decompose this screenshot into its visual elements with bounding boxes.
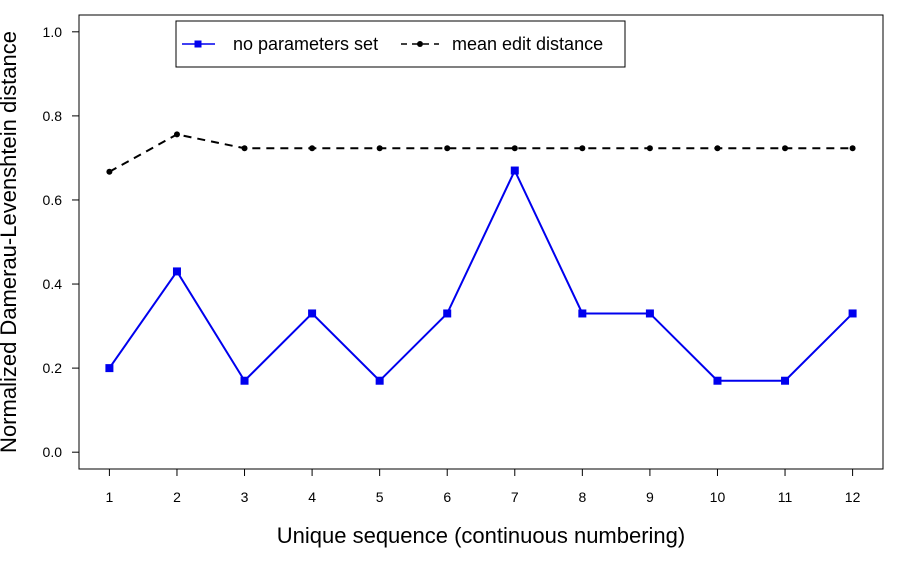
series-1-point-11 (781, 376, 790, 385)
series-2-point-7 (511, 145, 518, 152)
series-2 (106, 131, 856, 175)
y-tick-label-3: 0.6 (43, 192, 63, 208)
series-2-point-9 (646, 145, 653, 152)
series-2-point-8 (579, 145, 586, 152)
x-tick-label-10: 10 (710, 489, 726, 505)
plot-frame (78, 14, 884, 470)
series-2-point-3 (241, 145, 248, 152)
y-tick-label-5: 1.0 (43, 24, 63, 40)
series-1-point-5 (375, 376, 384, 385)
x-tick-label-6: 6 (443, 489, 451, 505)
y-tick-label-2: 0.4 (43, 276, 63, 292)
series-2-point-10 (714, 145, 721, 152)
legend-marker-series-1 (194, 40, 202, 48)
y-tick-label-0: 0.0 (43, 444, 63, 460)
x-tick-label-2: 2 (173, 489, 181, 505)
series-1-point-2 (172, 267, 181, 276)
y-axis-title: Normalized Damerau-Levenshtein distance (0, 31, 21, 453)
series-1-point-9 (645, 309, 654, 318)
legend-marker-series-2 (417, 41, 423, 47)
x-tick-label-12: 12 (845, 489, 861, 505)
legend-label-series-2: mean edit distance (452, 34, 603, 54)
series-layer (105, 131, 857, 385)
series-2-point-12 (849, 145, 856, 152)
series-1-point-1 (105, 364, 114, 373)
x-tick-label-9: 9 (646, 489, 654, 505)
series-1-line (108, 168, 854, 383)
x-tick-label-4: 4 (308, 489, 316, 505)
series-1-point-4 (308, 309, 317, 318)
series-1-point-6 (443, 309, 452, 318)
series-2-point-2 (173, 131, 180, 138)
series-2-point-4 (309, 145, 316, 152)
x-tick-label-11: 11 (778, 489, 793, 505)
x-tick-label-8: 8 (578, 489, 586, 505)
y-tick-label-1: 0.2 (43, 360, 63, 376)
series-1-point-7 (510, 166, 519, 175)
series-2-point-5 (376, 145, 383, 152)
series-2-point-6 (444, 145, 451, 152)
x-tick-label-7: 7 (511, 489, 519, 505)
series-1-point-10 (713, 376, 722, 385)
series-1-point-12 (848, 309, 857, 318)
legend-box (175, 20, 626, 68)
legend-label-series-1: no parameters set (233, 34, 378, 54)
series-2-point-1 (106, 168, 113, 175)
legend: no parameters set mean edit distance (175, 20, 626, 68)
series-1-point-8 (578, 309, 587, 318)
x-tick-label-3: 3 (241, 489, 249, 505)
axes: 1 2 3 4 5 6 7 8 9 10 11 120.00.20.40.60.81.0 (43, 24, 861, 505)
series-2-point-11 (782, 145, 789, 152)
series-2-line (108, 133, 853, 173)
series-1-point-3 (240, 376, 249, 385)
y-tick-label-4: 0.8 (43, 108, 63, 124)
x-tick-label-1: 1 (106, 489, 114, 505)
x-axis-title: Unique sequence (continuous numbering) (277, 523, 685, 548)
series-1 (105, 166, 857, 385)
x-tick-label-5: 5 (376, 489, 384, 505)
